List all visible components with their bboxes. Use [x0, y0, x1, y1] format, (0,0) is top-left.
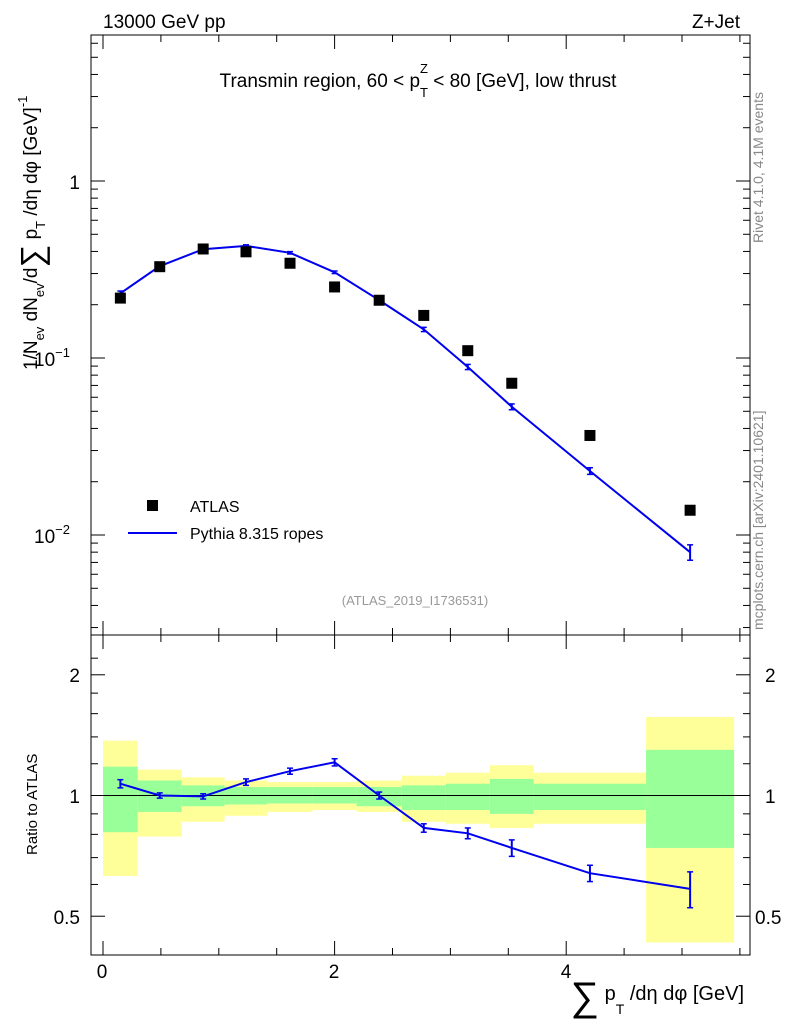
reference-label: (ATLAS_2019_I1736531) — [342, 593, 488, 608]
rivet-label: Rivet 4.1.0, 4.1M events — [750, 92, 766, 243]
axes-frames — [90, 34, 751, 956]
uncertainty-bands — [103, 716, 735, 943]
header-left: 13000 GeV pp — [103, 12, 226, 33]
ratio-tick-right-2: 2 — [765, 666, 776, 687]
atlas-point — [154, 261, 166, 273]
band-inner — [489, 778, 534, 814]
x-tick-4: 4 — [561, 962, 572, 983]
mcplots-label: mcplots.cern.ch [arXiv:2401.10621] — [750, 411, 766, 630]
atlas-point — [373, 294, 385, 306]
data-marks — [114, 243, 696, 909]
band-inner — [533, 783, 647, 811]
ratio-tick-right-1: 1 — [765, 787, 776, 808]
legend-atlas-label: ATLAS — [190, 499, 240, 516]
mc-line — [119, 244, 691, 553]
ratio-y-axis-label: Ratio to ATLAS — [24, 754, 41, 855]
band-inner — [646, 749, 735, 848]
atlas-point — [506, 377, 518, 389]
atlas-point — [684, 504, 696, 516]
band-inner — [103, 766, 138, 833]
main-tick-0.1: 10−1 — [34, 345, 70, 371]
main-tick-1: 1 — [69, 173, 80, 194]
atlas-point — [462, 345, 474, 357]
plot-title: Transmin region, 60 < pZ T < 80 [GeV], lo… — [220, 61, 618, 100]
ratio-tick-2: 2 — [69, 666, 80, 687]
header-right: Z+Jet — [692, 12, 741, 33]
atlas-point — [284, 257, 296, 269]
main-frame — [90, 34, 751, 636]
ratio-tick-1: 1 — [69, 787, 80, 808]
atlas-point — [240, 246, 252, 258]
legend-mc-label: Pythia 8.315 ropes — [190, 526, 323, 543]
x-axis-label: ∑ pT /dη dφ [GeV] — [571, 975, 744, 1019]
atlas-point — [114, 292, 126, 304]
x-tick-2: 2 — [329, 962, 340, 983]
atlas-point — [584, 429, 596, 441]
band-inner — [401, 785, 446, 811]
main-tick-0.01: 10−2 — [34, 522, 70, 548]
legend-atlas-marker — [147, 500, 158, 511]
ratio-tick-right-0.5: 0.5 — [755, 908, 781, 929]
atlas-point — [197, 243, 209, 255]
ratio-tick-0.5: 0.5 — [54, 908, 80, 929]
band-inner — [445, 783, 490, 811]
ratio-line — [120, 761, 691, 890]
atlas-point — [329, 281, 341, 293]
main-y-axis-label: 1/Nev dNev/d∑ pT /dη dφ [GeV]-1 — [14, 96, 50, 370]
x-tick-0: 0 — [97, 962, 108, 983]
atlas-point — [418, 309, 430, 321]
